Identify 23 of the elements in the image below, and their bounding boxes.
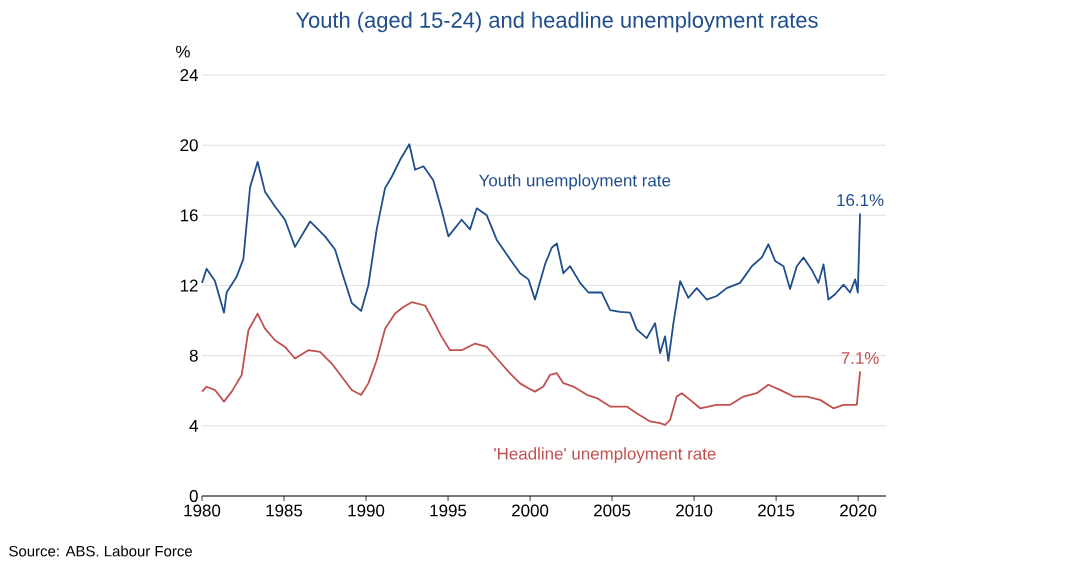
y-tick-label: 20: [180, 139, 198, 152]
y-axis-title: %: [176, 45, 190, 58]
annotation: 16.1%: [837, 194, 884, 207]
y-tick-label: 12: [180, 279, 198, 292]
x-tick-label: 1985: [266, 504, 303, 517]
x-tick-label: 1980: [184, 504, 221, 517]
text: 'Headline' unemployment rate: [494, 447, 716, 464]
source-note: Source: ABS. Labour Force: [9, 545, 192, 557]
y-tick-label: 4: [189, 420, 198, 432]
x-tick-label: 1990: [348, 504, 385, 517]
x-tick-label: 1995: [430, 504, 467, 517]
y-tick-label: 0: [189, 490, 198, 502]
y-tick-label: 24: [180, 69, 198, 81]
x-tick-label: 2005: [594, 504, 631, 517]
annotation: 7.1%: [841, 352, 879, 364]
x-tick-label: 2000: [512, 504, 549, 517]
chart-title: Youth (aged 15-24) and headline unemployment rates: [295, 11, 818, 33]
series-label: Youth unemployment rate: [478, 174, 671, 190]
x-tick-label: 2015: [758, 504, 795, 517]
y-tick-label: 16: [180, 209, 198, 222]
x-tick-label: 2020: [840, 504, 877, 517]
x-tick-label: 2010: [676, 504, 713, 517]
y-tick-label: 8: [189, 349, 198, 362]
